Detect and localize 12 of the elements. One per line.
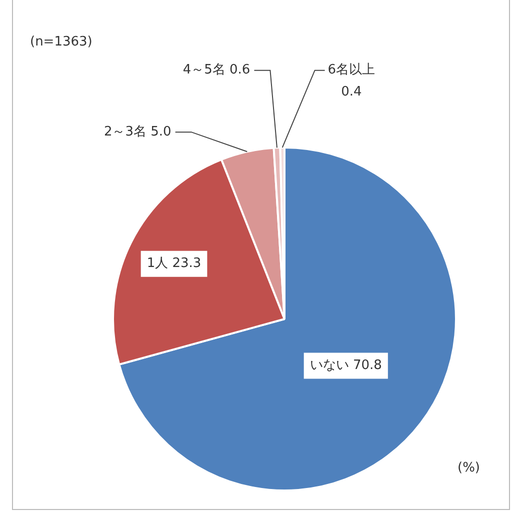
data-label: 5.0: [150, 124, 172, 140]
data-label: 0.4: [341, 84, 362, 100]
slice-label: 2～3名: [104, 124, 151, 140]
data-label: 70.8: [352, 358, 382, 374]
data-label: 23.3: [172, 256, 202, 272]
data-label: 0.6: [230, 62, 250, 78]
slice-label: 4～5名: [182, 62, 230, 78]
text: (n=1363): [30, 34, 92, 50]
slice-label: 6名以上: [328, 62, 376, 78]
slice-label: いない: [310, 358, 353, 374]
slice-label: 1人: [146, 256, 172, 272]
text: (%): [458, 460, 480, 476]
